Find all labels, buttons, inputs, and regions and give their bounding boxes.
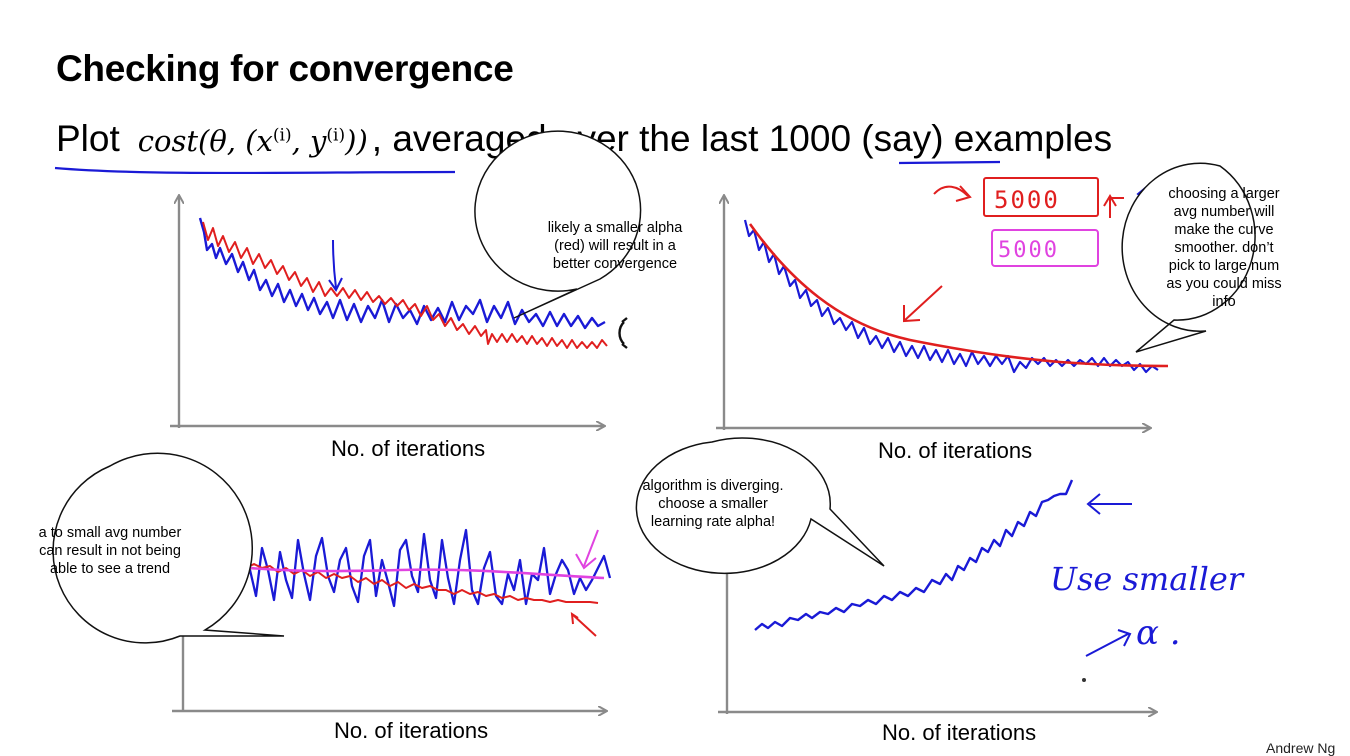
bottom-left-red-arrow	[570, 611, 597, 637]
bubble-bottom-right-shape	[635, 437, 885, 575]
alpha-pen-arrow	[1085, 629, 1132, 657]
underline-1000	[898, 160, 1001, 165]
slide-subtitle: Plot cost(θ, (x(i), y(i))), averaged over…	[56, 118, 1112, 160]
top-left-pen-arrow	[328, 239, 343, 292]
pen-dot	[1082, 678, 1086, 682]
bubble-top-right-text: choosing a larger avg number will make t…	[1166, 186, 1282, 310]
author-byline: Andrew Ng	[1266, 740, 1336, 756]
handwritten-5000-magenta-box	[991, 229, 1099, 267]
top-left-oscillation-mark	[618, 317, 628, 349]
plot-top-left-xlabel: No. of iterations	[331, 436, 486, 461]
bottom-left-blue-curve	[194, 528, 612, 608]
top-right-blue-curve	[743, 219, 1159, 374]
cost-formula: cost(θ, (x(i), y(i)))	[137, 124, 368, 158]
bottom-left-red-curve	[197, 547, 599, 604]
top-right-pen-arrow	[903, 285, 943, 323]
bubble-shapes	[52, 130, 1256, 644]
plot-bottom-left-xlabel: No. of iterations	[334, 718, 489, 743]
bottom-right-blue-curve	[754, 479, 1074, 631]
bottom-left-magenta-arrow	[575, 529, 599, 570]
bubble-top-right-shape	[1121, 162, 1256, 353]
plot-bottom-right-xlabel: No. of iterations	[882, 720, 1037, 745]
top-left-red-curve	[202, 221, 608, 349]
bottom-left-magenta-curve	[197, 560, 605, 580]
slide-title: Checking for convergence	[56, 48, 514, 89]
handwritten-alpha: α .	[1136, 613, 1181, 653]
handwritten-5000-red: 5000	[994, 186, 1060, 214]
top-left-blue-curve	[198, 217, 606, 330]
plot-top-right-xlabel: No. of iterations	[878, 438, 1033, 463]
bubble-bottom-left-shape	[52, 452, 285, 644]
subtitle-suffix: , averaged over the last 1000 (say) exam…	[371, 118, 1113, 159]
bottom-right-pen-arrow	[1086, 493, 1132, 515]
plot-top-right-axes	[716, 196, 1150, 430]
bubble-top-left-shape	[474, 130, 642, 319]
handwritten-5000-red-annotation	[933, 177, 1124, 218]
handwritten-5000-magenta: 5000	[998, 238, 1059, 263]
plot-top-left-axes	[170, 196, 604, 428]
subtitle-prefix: Plot	[56, 118, 120, 159]
bubble-bottom-left-text: a to small avg number can result in not …	[38, 525, 182, 577]
underline-formula	[54, 166, 456, 175]
handwritten-use-smaller: Use smaller	[1050, 560, 1245, 598]
bubble-top-left-text: likely a smaller alpha (red) will result…	[547, 220, 683, 272]
top-right-red-curve	[748, 223, 1169, 368]
bubble-bottom-right-text: algorithm is diverging. choose a smaller…	[642, 478, 784, 530]
